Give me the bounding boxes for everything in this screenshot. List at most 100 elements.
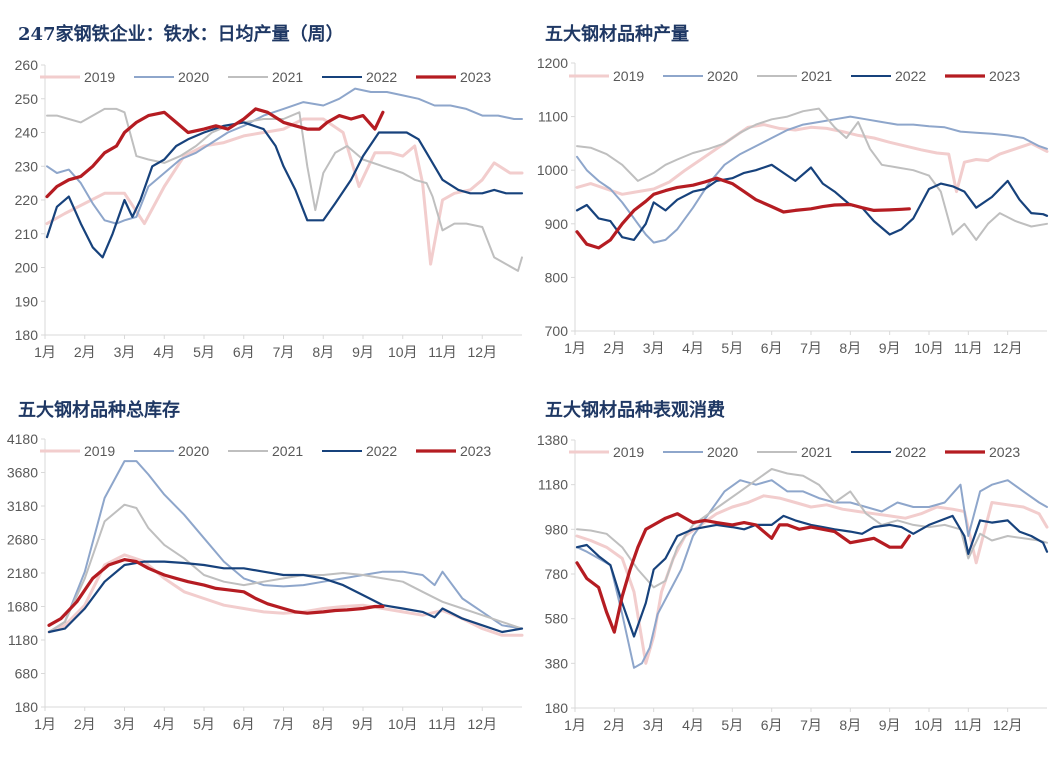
x-tick-label: 11月 bbox=[428, 344, 457, 360]
chart-title: 五大钢材品种产量 bbox=[545, 24, 689, 45]
chart-title: 247家钢铁企业：铁水：日均产量（周） bbox=[18, 24, 344, 45]
x-tick-label: 7月 bbox=[800, 340, 822, 356]
legend-label-2020: 2020 bbox=[178, 443, 209, 459]
y-tick-label: 680 bbox=[15, 666, 39, 682]
y-tick-label: 180 bbox=[545, 700, 569, 716]
legend-label-2021: 2021 bbox=[272, 69, 303, 85]
x-tick-label: 8月 bbox=[312, 344, 334, 360]
y-tick-label: 2180 bbox=[7, 565, 38, 581]
x-tick-label: 5月 bbox=[193, 716, 215, 732]
legend-label-2023: 2023 bbox=[989, 444, 1020, 460]
series-line-2022 bbox=[575, 514, 1049, 638]
x-tick-label: 3月 bbox=[114, 716, 136, 732]
legend-label-2020: 2020 bbox=[707, 68, 738, 84]
x-tick-label: 1月 bbox=[564, 340, 586, 356]
series-line-2021 bbox=[576, 107, 1048, 241]
legend-label-2022: 2022 bbox=[366, 69, 397, 85]
legend-label-2019: 2019 bbox=[613, 68, 644, 84]
series-line-2023 bbox=[575, 176, 911, 250]
x-tick-label: 5月 bbox=[193, 344, 215, 360]
series-line-2022 bbox=[47, 560, 524, 634]
x-tick-label: 4月 bbox=[682, 340, 704, 356]
x-tick-label: 12月 bbox=[467, 344, 497, 360]
x-tick-label: 2月 bbox=[74, 344, 96, 360]
series-line-2019 bbox=[575, 494, 1049, 665]
y-tick-label: 580 bbox=[545, 611, 569, 627]
y-tick-label: 1180 bbox=[538, 477, 568, 493]
x-tick-label: 1月 bbox=[564, 717, 586, 733]
y-tick-label: 250 bbox=[15, 91, 39, 107]
x-tick-label: 2月 bbox=[603, 717, 625, 733]
x-tick-label: 8月 bbox=[839, 717, 861, 733]
x-tick-label: 9月 bbox=[879, 340, 901, 356]
x-tick-label: 11月 bbox=[428, 716, 457, 732]
series-line-2021 bbox=[48, 503, 523, 633]
x-tick-label: 9月 bbox=[352, 716, 374, 732]
y-tick-label: 4180 bbox=[7, 431, 38, 447]
x-tick-label: 10月 bbox=[388, 716, 418, 732]
legend-label-2021: 2021 bbox=[801, 68, 832, 84]
x-tick-label: 3月 bbox=[643, 717, 665, 733]
legend-label-2023: 2023 bbox=[460, 69, 491, 85]
x-tick-label: 8月 bbox=[839, 340, 861, 356]
series-line-2019 bbox=[45, 117, 524, 266]
x-tick-label: 3月 bbox=[643, 340, 665, 356]
series-line-2023 bbox=[45, 107, 385, 199]
x-tick-label: 1月 bbox=[34, 716, 56, 732]
y-tick-label: 260 bbox=[15, 57, 39, 73]
chart-title: 五大钢材品种总库存 bbox=[18, 400, 180, 421]
x-tick-label: 5月 bbox=[721, 340, 743, 356]
legend-label-2022: 2022 bbox=[895, 444, 926, 460]
legend-label-2019: 2019 bbox=[84, 69, 115, 85]
series-line-2020 bbox=[576, 115, 1048, 244]
y-tick-label: 800 bbox=[545, 269, 569, 285]
x-tick-label: 8月 bbox=[312, 716, 334, 732]
x-tick-label: 4月 bbox=[682, 717, 704, 733]
x-tick-label: 9月 bbox=[352, 344, 374, 360]
x-tick-label: 6月 bbox=[761, 340, 783, 356]
chart-panel-steel-consumption: 五大钢材品种表观消费 1380 1180 980 780 580 380 180 1月 2月 3月… bbox=[529, 380, 1058, 760]
y-tick-label: 220 bbox=[15, 192, 39, 208]
x-tick-label: 6月 bbox=[761, 717, 783, 733]
series-line-2022 bbox=[575, 163, 1049, 241]
series-line-2021 bbox=[46, 107, 523, 272]
y-tick-label: 180 bbox=[15, 699, 39, 715]
legend-label-2021: 2021 bbox=[801, 444, 832, 460]
x-tick-label: 12月 bbox=[993, 717, 1023, 733]
legend-label-2020: 2020 bbox=[178, 69, 209, 85]
series-line-2021 bbox=[576, 468, 1048, 589]
chart-panel-steel-inventory: 五大钢材品种总库存 4180 3680 3180 2680 2180 1680 1180 68… bbox=[0, 380, 529, 760]
legend-label-2023: 2023 bbox=[989, 68, 1020, 84]
series-line-2019 bbox=[575, 123, 1049, 196]
y-tick-label: 1180 bbox=[8, 632, 38, 648]
legend-label-2021: 2021 bbox=[272, 443, 303, 459]
y-tick-label: 1100 bbox=[538, 109, 568, 125]
x-tick-label: 5月 bbox=[721, 717, 743, 733]
x-tick-label: 12月 bbox=[993, 340, 1023, 356]
y-tick-label: 230 bbox=[15, 158, 39, 174]
y-tick-label: 780 bbox=[545, 566, 569, 582]
legend-label-2023: 2023 bbox=[460, 443, 491, 459]
x-tick-label: 6月 bbox=[233, 716, 255, 732]
series-line-2023 bbox=[575, 512, 911, 634]
y-tick-label: 3180 bbox=[7, 498, 38, 514]
x-tick-label: 2月 bbox=[74, 716, 96, 732]
y-tick-label: 1200 bbox=[537, 55, 568, 71]
y-tick-label: 190 bbox=[15, 293, 39, 309]
chart-title: 五大钢材品种表观消费 bbox=[545, 400, 725, 421]
x-tick-label: 7月 bbox=[800, 717, 822, 733]
x-tick-label: 4月 bbox=[153, 344, 175, 360]
x-tick-label: 11月 bbox=[954, 340, 983, 356]
y-tick-label: 3680 bbox=[7, 465, 38, 481]
x-tick-label: 1月 bbox=[34, 344, 56, 360]
legend-label-2022: 2022 bbox=[895, 68, 926, 84]
x-tick-label: 10月 bbox=[388, 344, 418, 360]
y-tick-label: 180 bbox=[15, 327, 39, 343]
x-tick-label: 4月 bbox=[153, 716, 175, 732]
y-tick-label: 1380 bbox=[537, 432, 568, 448]
y-tick-label: 210 bbox=[15, 226, 39, 242]
series-line-2020 bbox=[46, 87, 523, 225]
